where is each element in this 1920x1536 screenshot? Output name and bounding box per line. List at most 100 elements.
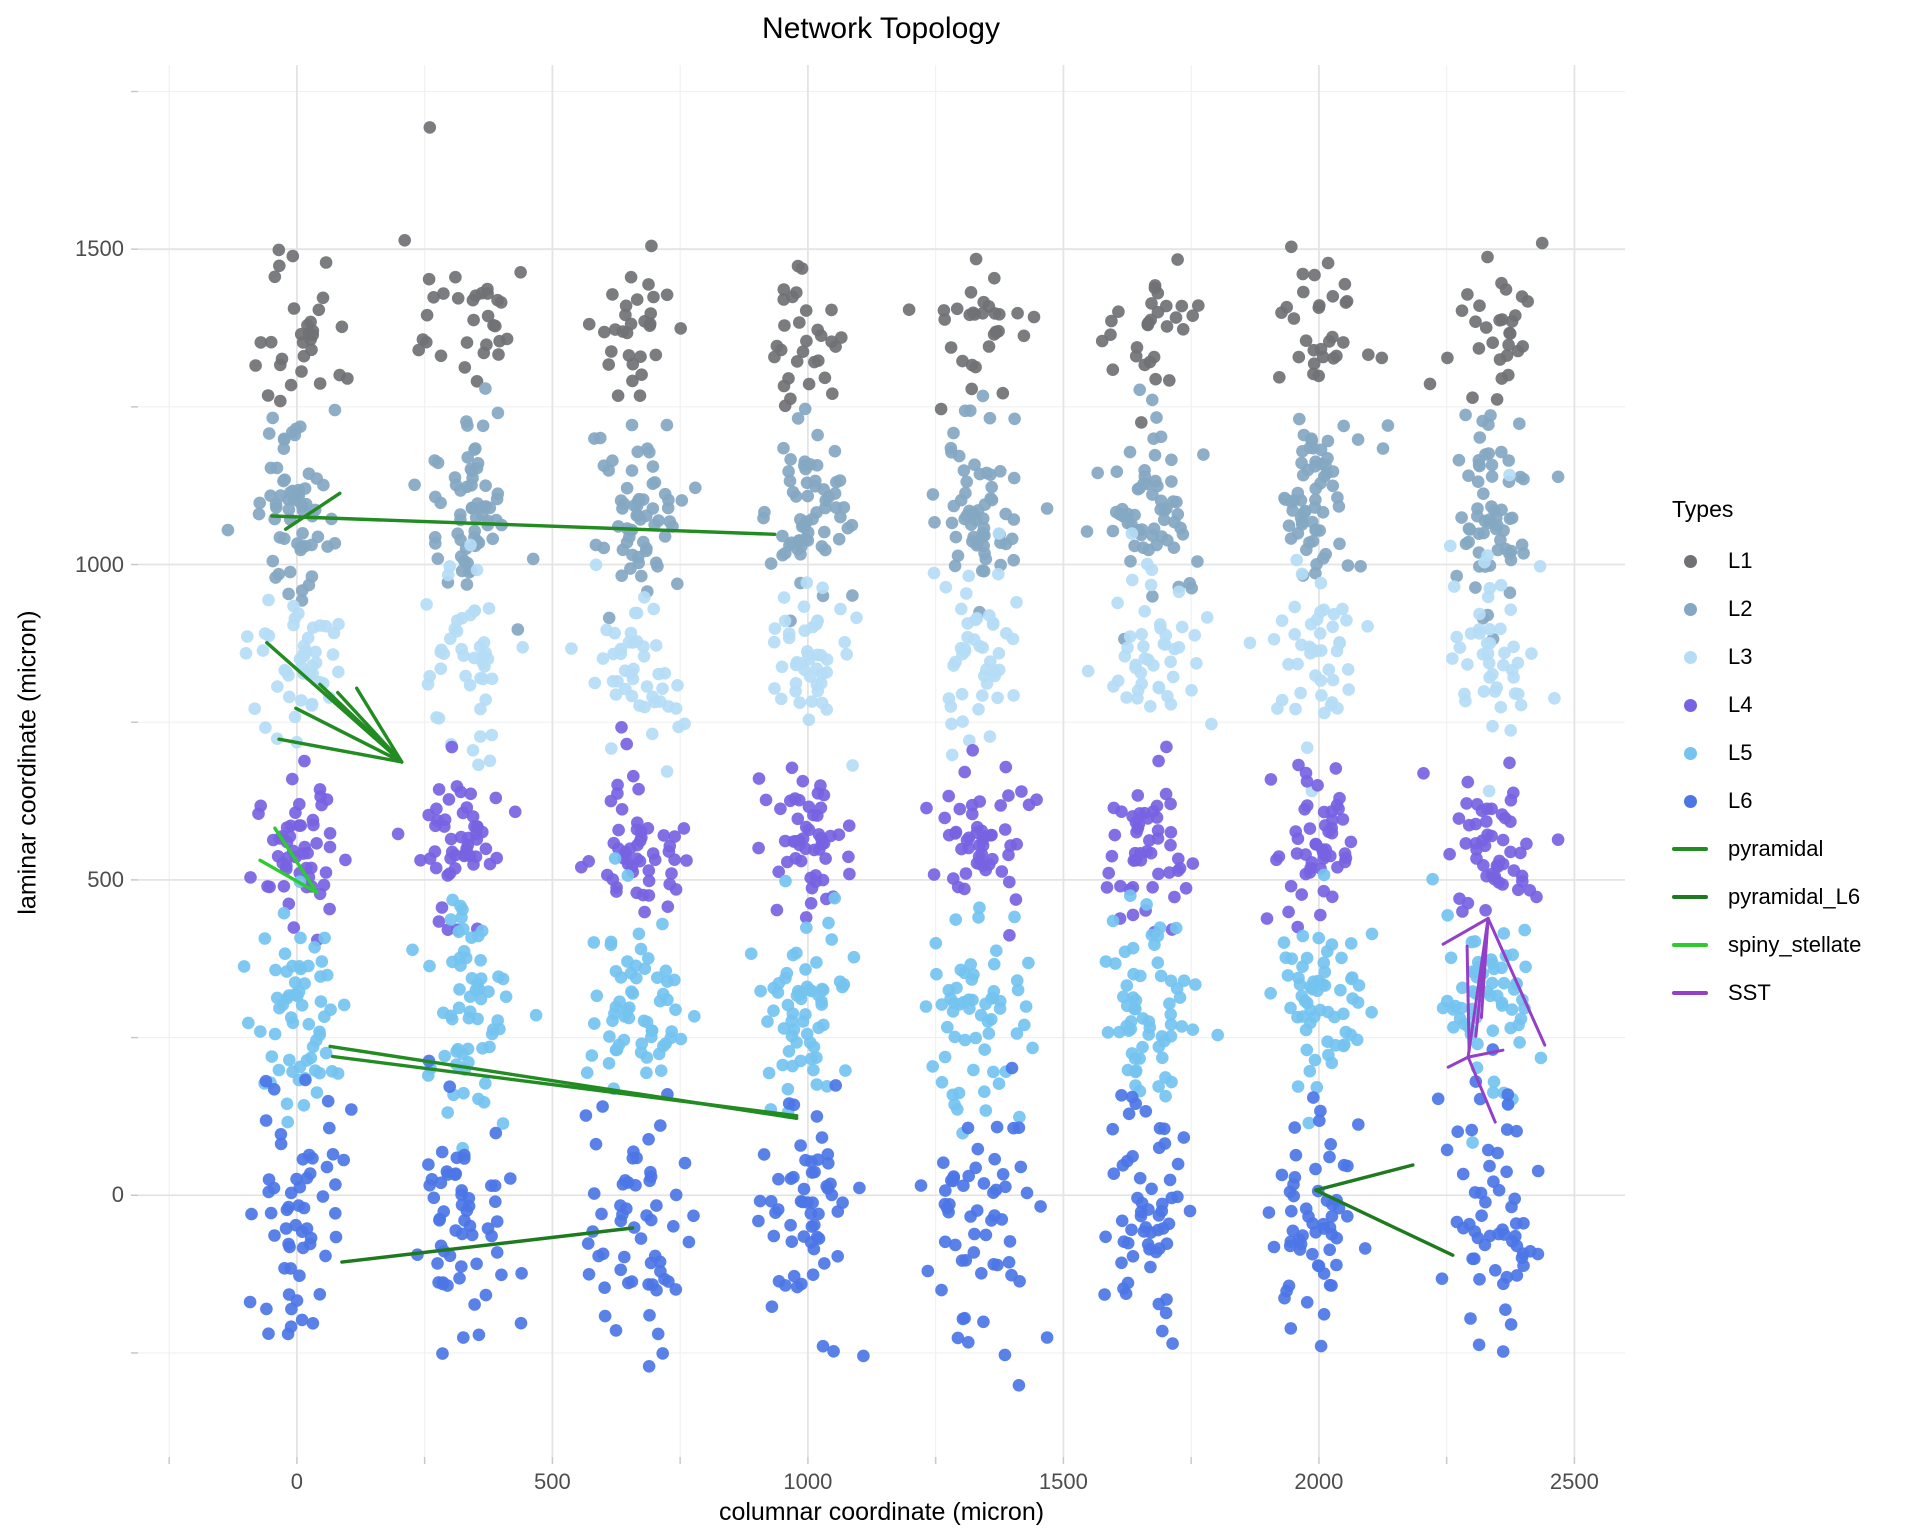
- scatter-point-L1: [988, 271, 1001, 285]
- scatter-point-L4: [680, 854, 693, 867]
- scatter-point-L6: [1125, 1090, 1139, 1104]
- scatter-point-L6: [1323, 1243, 1336, 1257]
- scatter-point-L5: [1120, 999, 1134, 1013]
- scatter-point-L3: [326, 648, 340, 661]
- scatter-point-L2: [296, 527, 309, 540]
- scatter-point-L2: [818, 525, 831, 539]
- scatter-point-L2: [451, 527, 465, 540]
- scatter-point-L3: [1288, 628, 1301, 641]
- scatter-point-L2: [1485, 458, 1499, 472]
- scatter-point-L4: [817, 788, 831, 802]
- scatter-point-L2: [594, 431, 607, 445]
- scatter-point-L3: [516, 641, 529, 654]
- scatter-point-L6: [598, 1309, 612, 1323]
- scatter-point-L3: [1446, 652, 1459, 665]
- scatter-point-L1: [674, 322, 687, 335]
- scatter-point-L6: [977, 1177, 991, 1190]
- scatter-point-L1: [481, 309, 495, 323]
- scatter-point-L3: [280, 665, 293, 678]
- scatter-point-L2: [310, 472, 324, 485]
- scatter-point-L6: [495, 1268, 508, 1282]
- scatter-point-L1: [969, 360, 982, 374]
- scatter-point-L5: [496, 1117, 510, 1130]
- scatter-point-L4: [1264, 773, 1278, 786]
- scatter-point-L3: [1291, 657, 1304, 671]
- scatter-point-L5: [762, 1066, 776, 1080]
- scatter-point-L2: [1309, 524, 1323, 537]
- scatter-point-L1: [1147, 350, 1161, 364]
- scatter-point-L5: [1310, 1081, 1324, 1094]
- scatter-point-L5: [744, 947, 758, 960]
- scatter-point-L5: [979, 1104, 993, 1117]
- scatter-point-L2: [454, 550, 468, 563]
- scatter-point-L6: [853, 1181, 866, 1195]
- scatter-point-L4: [1152, 867, 1165, 881]
- scatter-point-L1: [818, 371, 832, 385]
- scatter-point-L3: [1137, 640, 1150, 653]
- scatter-point-L4: [1514, 846, 1527, 860]
- scatter-point-L3: [470, 563, 484, 577]
- scatter-point-L2: [278, 473, 292, 487]
- scatter-point-L3: [801, 645, 814, 658]
- scatter-point-L5: [987, 957, 1001, 971]
- scatter-point-L1: [602, 358, 615, 371]
- scatter-point-L5: [1339, 1025, 1353, 1039]
- scatter-point-L6: [1352, 1118, 1365, 1131]
- scatter-point-L5: [297, 1099, 311, 1112]
- scatter-point-L3: [947, 659, 960, 672]
- scatter-point-L6: [806, 1196, 819, 1209]
- scatter-point-L4: [620, 737, 633, 751]
- scatter-point-L4: [1105, 849, 1119, 863]
- scatter-point-L4: [832, 828, 846, 841]
- scatter-point-L2: [1150, 538, 1163, 552]
- scatter-point-L6: [316, 1190, 330, 1203]
- scatter-point-L5: [767, 981, 780, 995]
- scatter-point-L4: [1490, 859, 1504, 872]
- scatter-point-L6: [514, 1316, 528, 1330]
- scatter-point-L4: [1164, 826, 1178, 839]
- scatter-point-L1: [295, 365, 308, 378]
- scatter-point-L3: [1361, 620, 1374, 633]
- scatter-point-L6: [279, 1222, 293, 1235]
- scatter-point-L3: [1548, 692, 1561, 705]
- scatter-point-L3: [1123, 630, 1137, 643]
- scatter-point-L2: [832, 532, 846, 546]
- scatter-point-L1: [1321, 256, 1335, 270]
- scatter-point-L1: [778, 319, 791, 332]
- scatter-point-L3: [976, 689, 989, 702]
- scatter-point-L4: [642, 874, 656, 888]
- scatter-point-L3: [1314, 674, 1328, 687]
- scatter-point-L2: [811, 428, 824, 442]
- scatter-point-L4: [429, 861, 443, 875]
- scatter-point-L6: [589, 1137, 603, 1151]
- edge-SST: [1441, 916, 1490, 946]
- scatter-point-L5: [1099, 955, 1113, 968]
- scatter-point-L3: [992, 647, 1006, 660]
- scatter-point-L6: [975, 1267, 988, 1280]
- scatter-point-L4: [277, 880, 291, 893]
- scatter-point-L3: [605, 742, 618, 755]
- scatter-point-L4: [283, 830, 297, 843]
- scatter-point-L1: [437, 287, 450, 300]
- scatter-point-L2: [689, 481, 702, 495]
- scatter-point-L5: [1164, 974, 1178, 988]
- scatter-point-L6: [1156, 1324, 1169, 1338]
- scatter-point-L5: [314, 970, 327, 983]
- scatter-point-L1: [264, 335, 278, 349]
- scatter-point-L5: [640, 1066, 653, 1080]
- scatter-point-L1: [1292, 350, 1306, 364]
- scatter-point-L5: [618, 1010, 631, 1023]
- scatter-point-L3: [1342, 683, 1355, 696]
- scatter-point-L2: [1459, 408, 1472, 422]
- scatter-point-L1: [449, 270, 462, 284]
- scatter-point-L2: [1080, 525, 1094, 538]
- scatter-point-L1: [956, 354, 969, 368]
- scatter-point-L3: [295, 694, 308, 707]
- scatter-point-L5: [938, 1050, 952, 1064]
- scatter-point-L6: [303, 1167, 317, 1180]
- scatter-point-L4: [457, 849, 471, 863]
- scatter-point-L3: [1483, 582, 1497, 595]
- scatter-point-L4: [466, 810, 480, 823]
- scatter-point-L2: [1341, 559, 1355, 572]
- scatter-point-L2: [479, 382, 492, 395]
